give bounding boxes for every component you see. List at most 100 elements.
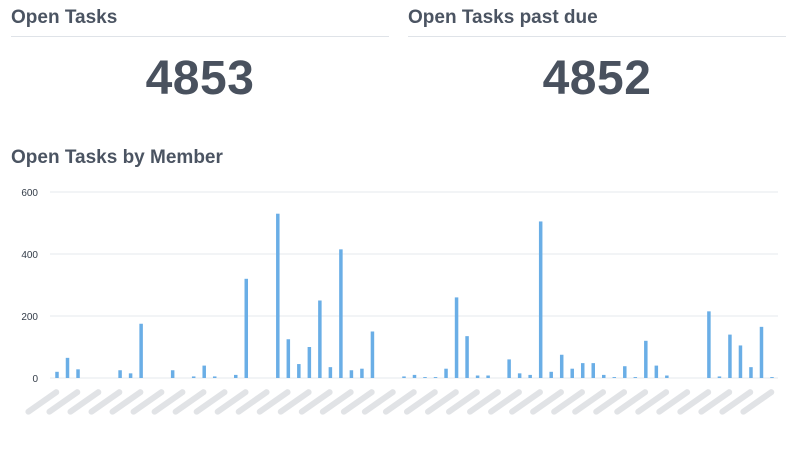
x-category-label-obscured <box>382 389 417 415</box>
bar <box>549 371 553 378</box>
bar <box>770 377 774 378</box>
bar <box>602 374 606 378</box>
bar <box>728 334 732 378</box>
bar <box>234 374 238 378</box>
bar <box>139 323 143 378</box>
bar <box>433 377 438 378</box>
x-category-label-obscured <box>467 389 501 415</box>
divider <box>11 36 389 37</box>
bar <box>286 339 291 378</box>
open-tasks-panel: Open Tasks 4853 <box>11 0 389 106</box>
bar <box>623 366 627 378</box>
x-category-label-obscured <box>593 389 628 415</box>
bar <box>412 374 417 378</box>
bar <box>538 221 543 378</box>
bar <box>570 368 574 378</box>
bar <box>339 249 343 378</box>
bar <box>707 311 711 378</box>
y-tick-label: 200 <box>21 312 38 323</box>
bar <box>423 377 427 378</box>
x-category-label-obscured <box>46 389 81 415</box>
past-due-title: Open Tasks past due <box>408 7 598 28</box>
x-category-label-obscured <box>403 389 438 415</box>
bar <box>276 213 280 378</box>
x-category-label-obscured <box>488 389 522 415</box>
x-category-label-obscured <box>530 389 564 415</box>
chart-title: Open Tasks by Member <box>11 147 223 168</box>
x-category-label-obscured <box>361 389 396 415</box>
bar <box>128 373 133 378</box>
bar <box>65 357 70 378</box>
divider <box>408 36 786 37</box>
bar <box>297 364 301 378</box>
bar <box>749 367 753 378</box>
bar <box>307 347 312 378</box>
open-tasks-title: Open Tasks <box>11 7 118 28</box>
bar <box>759 326 764 378</box>
bar <box>191 376 196 378</box>
x-category-label-obscured <box>656 389 691 415</box>
x-category-label-obscured <box>277 389 312 415</box>
bar <box>170 370 175 378</box>
x-category-label-obscured <box>424 389 459 415</box>
open-tasks-value: 4853 <box>145 52 255 105</box>
x-category-label-obscured <box>319 389 354 415</box>
bar <box>507 359 511 378</box>
bar <box>738 345 743 378</box>
x-category-label-obscured <box>193 389 228 415</box>
x-category-label-obscured <box>698 389 733 415</box>
x-category-label-obscured <box>214 389 249 415</box>
x-category-label-obscured <box>551 389 585 415</box>
bar <box>454 297 459 378</box>
bar <box>559 354 564 378</box>
x-category-label-obscured <box>67 389 102 415</box>
y-tick-label: 0 <box>32 374 38 385</box>
past-due-panel: Open Tasks past due 4852 <box>408 0 786 106</box>
tasks-by-member-section: Open Tasks by Member <box>11 146 781 170</box>
bar <box>402 376 406 378</box>
x-category-label-obscured <box>151 389 186 415</box>
x-category-label-obscured <box>509 389 543 415</box>
bar <box>591 363 595 378</box>
x-category-label-obscured <box>677 389 712 415</box>
bar <box>717 376 722 378</box>
x-category-label-obscured <box>740 389 775 415</box>
x-category-label-obscured <box>340 389 375 415</box>
x-category-label-obscured <box>130 389 165 415</box>
past-due-value: 4852 <box>542 52 652 105</box>
bar <box>370 331 375 378</box>
x-category-label-obscured <box>235 389 270 415</box>
bar <box>580 363 585 378</box>
bar <box>475 375 480 378</box>
bar <box>665 375 669 378</box>
bar <box>486 375 490 378</box>
bar <box>212 376 217 378</box>
x-category-label-obscured <box>635 389 670 415</box>
x-category-label-obscured <box>614 389 649 415</box>
x-category-label-obscured <box>572 389 607 415</box>
bar <box>318 300 322 378</box>
bar <box>465 336 469 378</box>
bar <box>612 377 617 378</box>
bar <box>244 278 249 378</box>
bar <box>55 371 59 378</box>
bar <box>517 373 522 378</box>
bar <box>360 368 364 378</box>
x-category-label-obscured <box>256 389 291 415</box>
x-category-label-obscured <box>298 389 333 415</box>
bar <box>633 377 638 378</box>
x-category-label-obscured <box>109 389 144 415</box>
x-category-label-obscured <box>446 389 480 415</box>
x-category-label-obscured <box>25 389 60 415</box>
bar <box>118 370 122 378</box>
bar <box>349 370 354 378</box>
y-tick-label: 600 <box>21 188 38 199</box>
bar <box>444 368 448 378</box>
bar <box>528 374 532 378</box>
x-category-label-obscured <box>88 389 123 415</box>
bar <box>644 340 648 378</box>
x-category-label-obscured <box>172 389 207 415</box>
bar <box>202 365 206 378</box>
bar <box>76 369 80 378</box>
